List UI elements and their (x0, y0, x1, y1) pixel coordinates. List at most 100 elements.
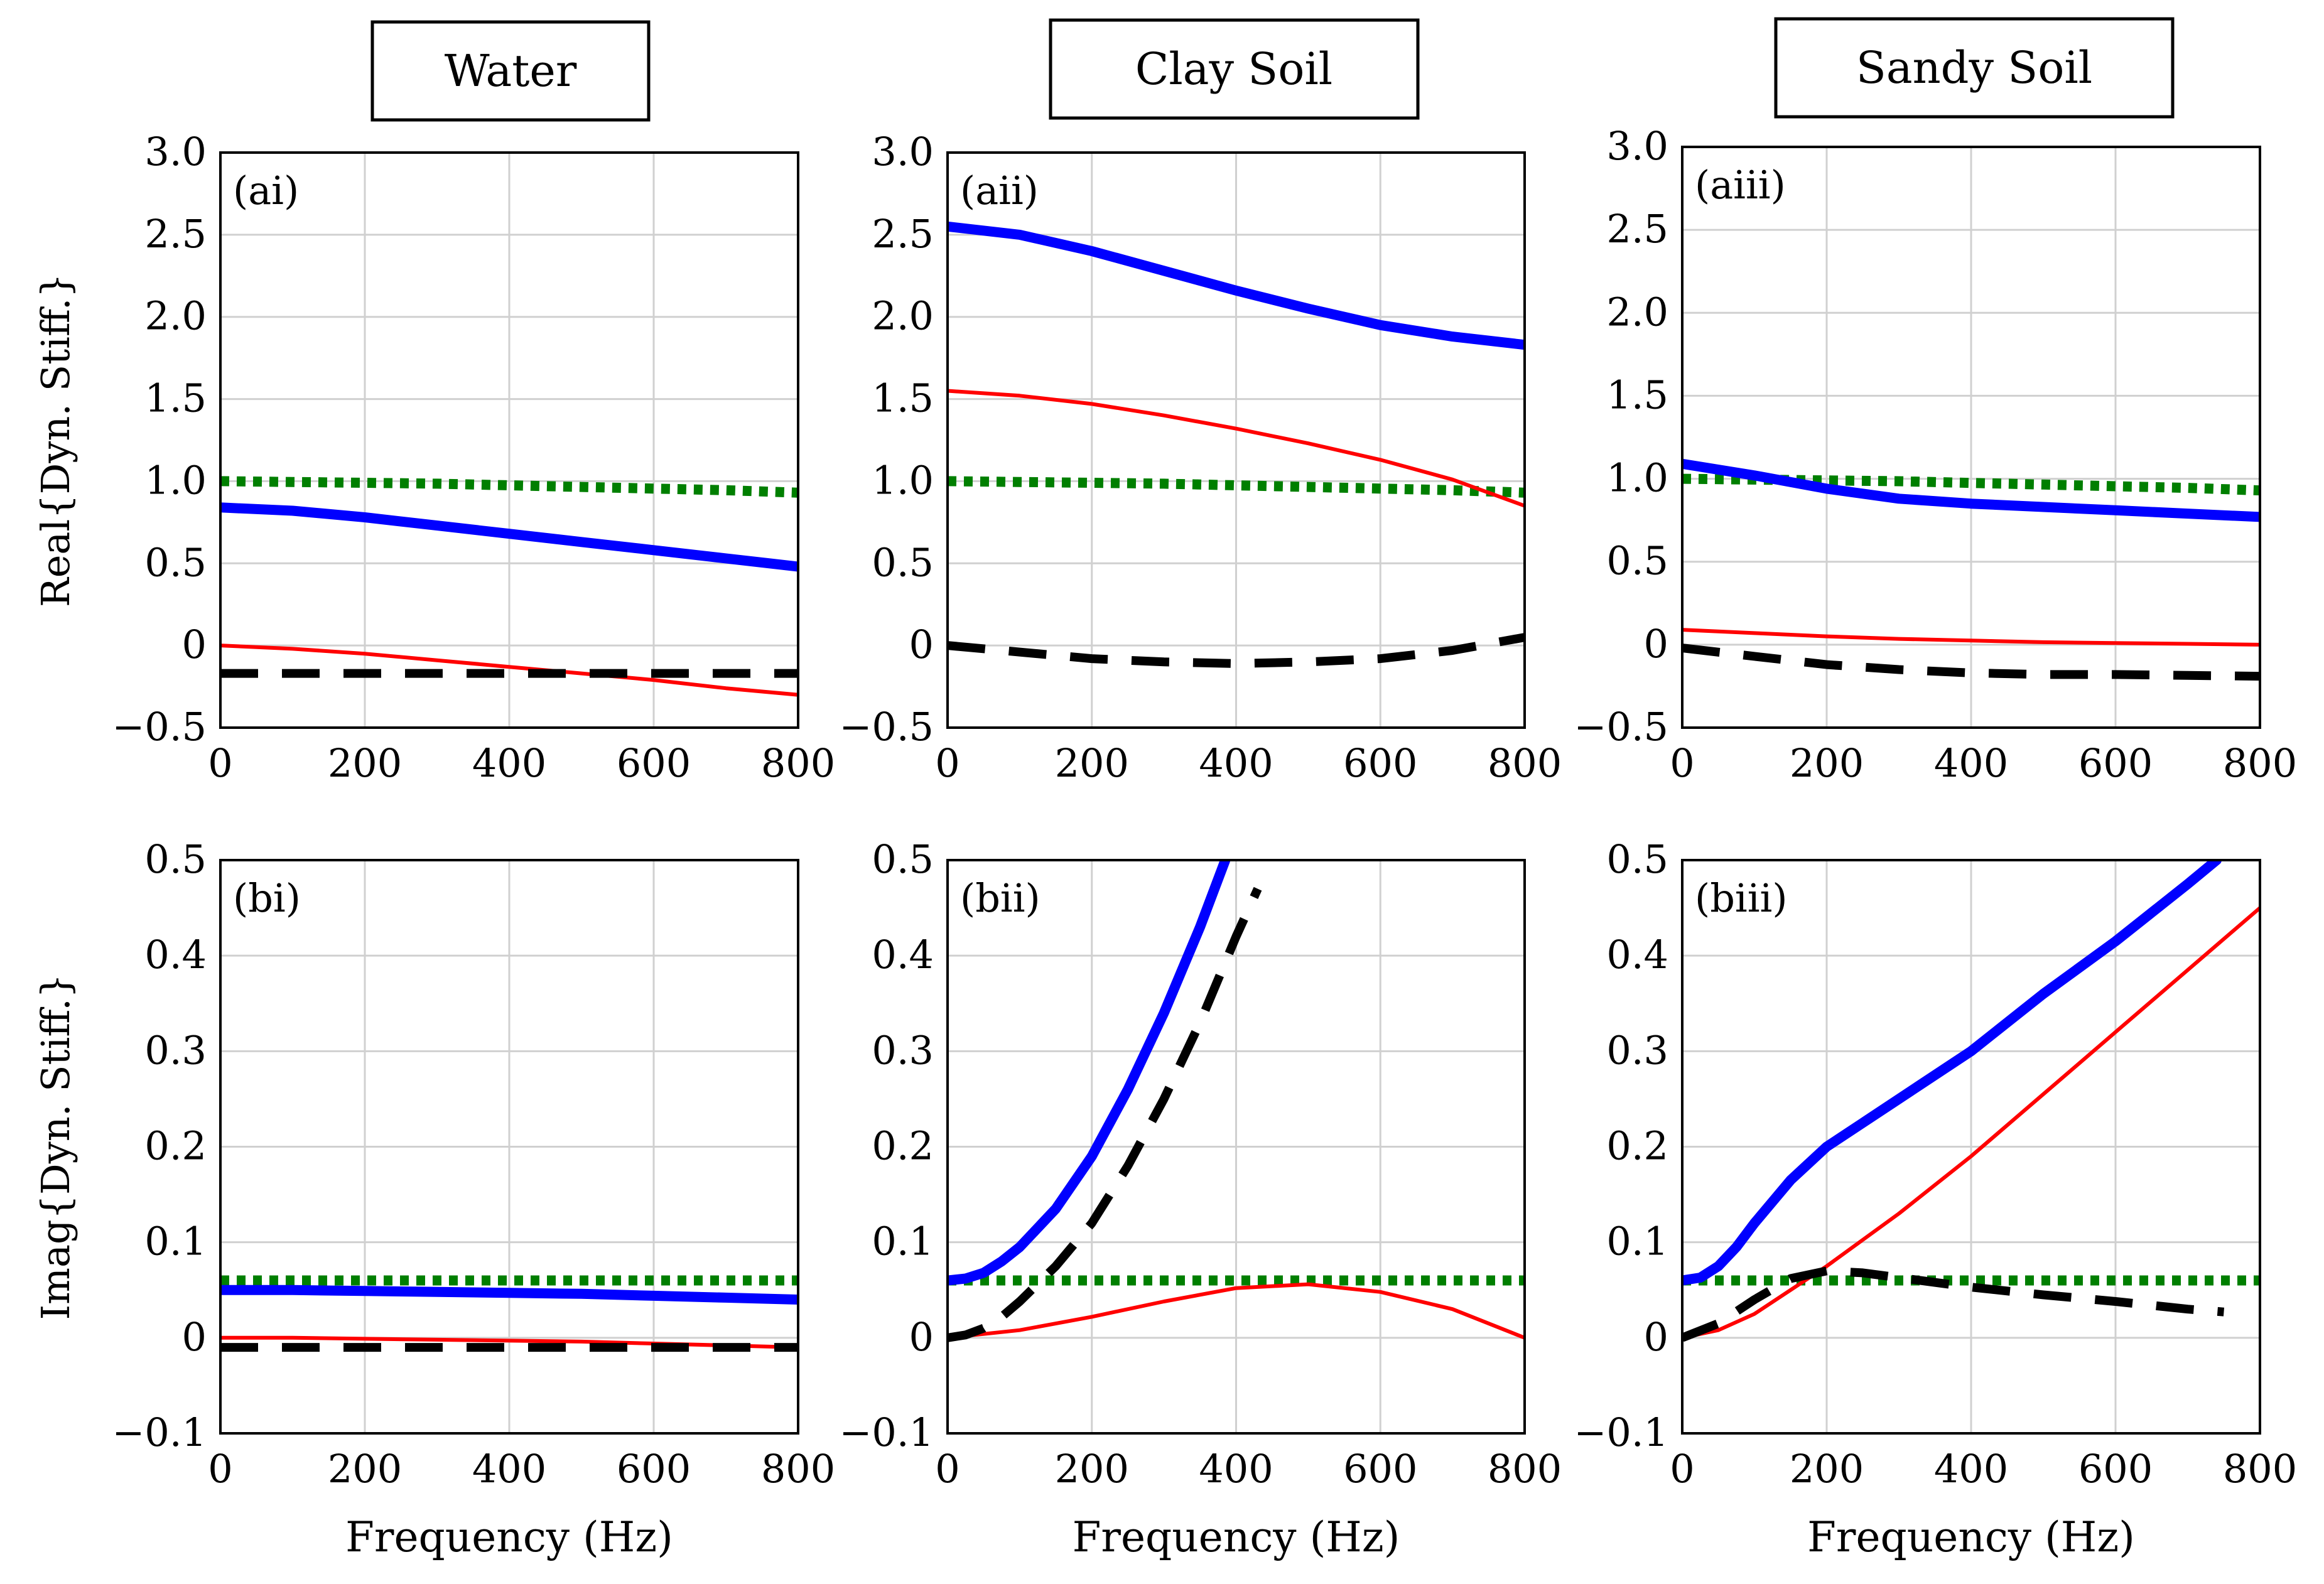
series-line-red (1682, 628, 2260, 647)
x-tick-label: 400 (1934, 740, 2008, 786)
y-tick-label: 1.5 (1606, 372, 1668, 418)
y-tick-label: 1.5 (872, 375, 934, 421)
y-tick-label: −0.5 (1574, 704, 1668, 750)
y-tick-label: 0.1 (1606, 1219, 1668, 1264)
series-line-blue (948, 221, 1525, 350)
series-line-red (220, 1335, 798, 1350)
x-axis-label: Frequency (Hz) (1807, 1513, 2135, 1561)
series-line-blue (948, 860, 1231, 1286)
y-tick-label: 0.1 (872, 1219, 934, 1264)
y-tick-label: 2.5 (872, 211, 934, 257)
y-tick-label: −0.1 (839, 1409, 934, 1455)
y-tick-label: −0.1 (112, 1409, 207, 1455)
header-clay-soil-text: Clay Soil (1135, 43, 1332, 95)
x-tick-label: 600 (617, 740, 691, 786)
x-tick-label: 400 (1199, 1446, 1273, 1492)
series-line-black (948, 633, 1525, 668)
x-tick-label: 800 (761, 1446, 835, 1492)
y-tick-label: 2.5 (144, 211, 207, 257)
y-tick-label: −0.5 (839, 704, 934, 750)
series-line-black (1682, 644, 2260, 681)
y-tick-label: 0.4 (144, 932, 207, 978)
y-tick-label: 0.3 (872, 1027, 934, 1073)
y-tick-label: 0.4 (872, 932, 934, 978)
x-tick-label: 400 (472, 740, 546, 786)
x-tick-label: 800 (2223, 1446, 2297, 1492)
axes-frame (946, 859, 1526, 1435)
x-tick-label: 800 (761, 740, 835, 786)
axes-frame (1681, 146, 2261, 729)
axes-frame (219, 859, 799, 1435)
y-tick-label: 0.2 (1606, 1123, 1668, 1169)
x-tick-label: 400 (1934, 1446, 2008, 1492)
y-tick-label: −0.5 (112, 704, 207, 750)
panel-label: (bi) (233, 875, 301, 921)
y-tick-label: 0 (1644, 1314, 1668, 1360)
series-line-red (948, 389, 1525, 508)
y-tick-label: 3.0 (144, 129, 207, 175)
x-tick-label: 200 (328, 740, 402, 786)
x-tick-label: 0 (935, 1446, 959, 1492)
panel-bi: 0 200 400 600 800−0.100.10.20.30.40.5(bi)Fre… (33, 836, 835, 1561)
y-tick-label: 0 (909, 622, 934, 667)
x-tick-label: 0 (208, 1446, 232, 1492)
y-tick-label: 0.5 (144, 836, 207, 882)
series-line-blue (1682, 458, 2260, 522)
series-line-red (1682, 906, 2260, 1340)
panels: 0 200 400 600 800−0.500.51.01.52.02.53.0(ai)… (33, 123, 2297, 1561)
series-group (948, 221, 1525, 668)
series-group (948, 860, 1525, 1342)
x-tick-label: 600 (617, 1446, 691, 1492)
x-tick-label: 800 (2223, 740, 2297, 786)
y-tick-label: 0.3 (144, 1027, 207, 1073)
header-water-text: Water (445, 45, 577, 97)
x-tick-label: 0 (208, 740, 232, 786)
y-tick-label: 0.1 (144, 1219, 207, 1264)
panel-ai: 0 200 400 600 800−0.500.51.01.52.02.53.0(ai)… (33, 129, 835, 786)
series-line-blue (1682, 860, 2222, 1286)
x-axis-label: Frequency (Hz) (345, 1513, 673, 1561)
y-tick-label: 0 (909, 1314, 934, 1360)
x-tick-label: 200 (1055, 740, 1129, 786)
x-tick-label: 200 (1790, 740, 1864, 786)
y-tick-label: 0.4 (1606, 932, 1668, 978)
x-tick-label: 600 (1343, 740, 1417, 786)
y-tick-label: 1.0 (872, 457, 934, 503)
y-tick-label: 2.0 (872, 293, 934, 339)
x-tick-label: 0 (1670, 740, 1694, 786)
series-group (220, 476, 798, 697)
series-group (1682, 860, 2260, 1342)
y-tick-label: 0.5 (144, 539, 207, 585)
x-tick-label: 0 (1670, 1446, 1694, 1492)
axes-frame (946, 151, 1526, 729)
panel-label: (bii) (960, 875, 1040, 921)
series-line-blue (220, 1285, 798, 1305)
y-tick-label: 1.0 (144, 457, 207, 503)
x-tick-label: 800 (1488, 740, 1562, 786)
x-tick-label: 200 (1055, 1446, 1129, 1492)
panel-bii: 0 200 400 600 800−0.100.10.20.30.40.5(bii)Fr… (839, 836, 1562, 1561)
x-tick-label: 800 (1488, 1446, 1562, 1492)
series-line-black (1682, 1266, 2225, 1342)
series-line-green (220, 476, 798, 498)
series-line-red (220, 644, 798, 697)
x-tick-label: 0 (935, 740, 959, 786)
x-tick-label: 400 (472, 1446, 546, 1492)
y-tick-label: 0.2 (872, 1123, 934, 1169)
y-tick-label: 0 (182, 622, 207, 667)
x-tick-label: 400 (1199, 740, 1273, 786)
header-water: Water (370, 20, 651, 122)
panel-label: (biii) (1695, 875, 1788, 921)
axes-frame (219, 151, 799, 729)
y-tick-label: 0.5 (1606, 538, 1668, 584)
axes-frame (1681, 859, 2261, 1435)
header-clay-soil: Clay Soil (1049, 18, 1420, 120)
header-sandy-soil-text: Sandy Soil (1856, 42, 2092, 94)
y-tick-label: 2.0 (144, 293, 207, 339)
panel-aii: 0 200 400 600 800−0.500.51.01.52.02.53.0(aii… (839, 129, 1562, 786)
y-tick-label: 0.5 (872, 539, 934, 585)
y-tick-label: 0.3 (1606, 1027, 1668, 1073)
series-line-black (948, 886, 1262, 1342)
